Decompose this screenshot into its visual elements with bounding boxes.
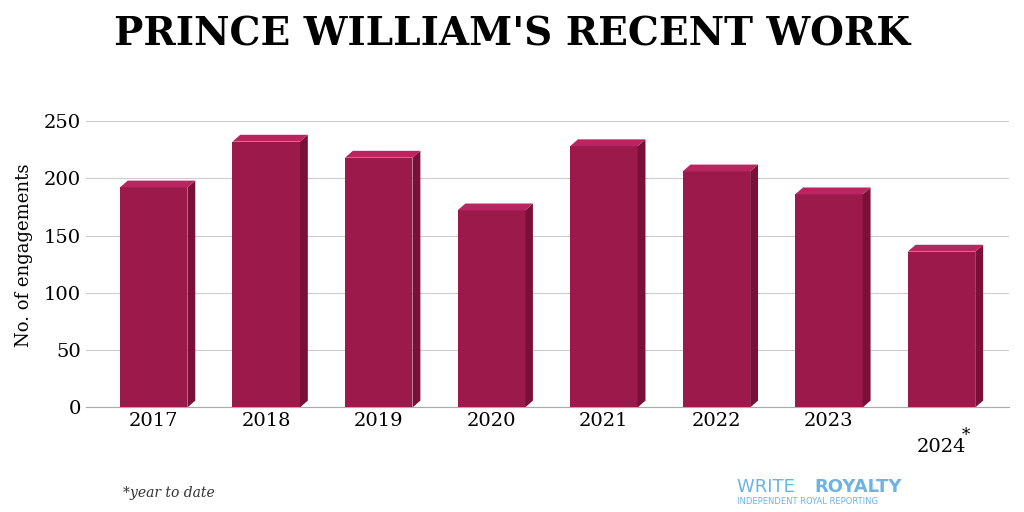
Text: *: * — [963, 427, 971, 444]
Text: PRINCE WILLIAM'S RECENT WORK: PRINCE WILLIAM'S RECENT WORK — [114, 15, 910, 53]
Polygon shape — [345, 151, 421, 158]
Bar — [345, 158, 413, 408]
Bar — [683, 172, 751, 408]
Polygon shape — [232, 135, 308, 142]
Bar — [907, 252, 975, 408]
Polygon shape — [300, 135, 308, 408]
Text: INDEPENDENT ROYAL REPORTING: INDEPENDENT ROYAL REPORTING — [737, 497, 879, 506]
Polygon shape — [683, 164, 758, 172]
Text: WRITE: WRITE — [737, 478, 801, 496]
Y-axis label: No. of engagements: No. of engagements — [15, 164, 33, 348]
Polygon shape — [525, 204, 532, 408]
Bar — [570, 146, 638, 408]
Polygon shape — [120, 181, 196, 187]
Polygon shape — [458, 204, 532, 210]
Bar — [458, 210, 525, 408]
Polygon shape — [796, 187, 870, 195]
Polygon shape — [570, 139, 645, 146]
Text: *year to date: *year to date — [123, 486, 215, 500]
Polygon shape — [638, 139, 645, 408]
Polygon shape — [975, 245, 983, 408]
Polygon shape — [413, 151, 421, 408]
Polygon shape — [862, 187, 870, 408]
Text: ROYALTY: ROYALTY — [814, 478, 901, 496]
Polygon shape — [907, 245, 983, 252]
Bar — [796, 195, 862, 408]
Polygon shape — [751, 164, 758, 408]
Text: 2024: 2024 — [916, 438, 967, 456]
Bar — [232, 142, 300, 408]
Polygon shape — [187, 181, 196, 408]
Bar — [120, 187, 187, 408]
